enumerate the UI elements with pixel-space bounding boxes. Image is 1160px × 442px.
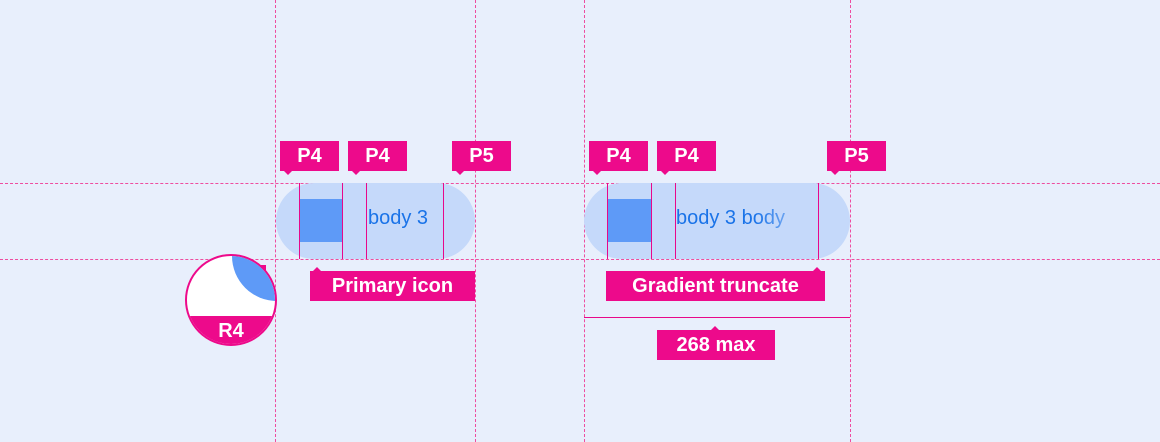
- radius-magnifier: R4: [185, 254, 277, 346]
- radius-label: R4: [187, 316, 275, 344]
- pointer: [313, 267, 321, 271]
- spec-line: [443, 183, 444, 259]
- guide-bottom: [0, 259, 1160, 260]
- pointer: [284, 171, 292, 175]
- guide-top: [0, 183, 1160, 184]
- padding-label: P4: [657, 141, 716, 171]
- chip-label: body 3: [368, 207, 429, 229]
- padding-label: P4: [589, 141, 648, 171]
- pointer: [352, 171, 360, 175]
- callout-gradient-truncate: Gradient truncate: [606, 271, 825, 301]
- guide-v: [850, 0, 851, 442]
- pointer: [593, 171, 601, 175]
- primary-icon: [299, 199, 342, 242]
- chip-label-truncated: body 3 body: [676, 207, 785, 229]
- width-label: 268 max: [657, 330, 775, 360]
- pointer: [661, 171, 669, 175]
- padding-label: P4: [280, 141, 339, 171]
- pointer: [813, 267, 821, 271]
- padding-label: P4: [348, 141, 407, 171]
- spec-line: [342, 183, 343, 259]
- pointer: [831, 171, 839, 175]
- primary-icon: [607, 199, 651, 242]
- width-measure-line: [584, 317, 850, 318]
- corner-radius-shape: [232, 256, 275, 301]
- callout-primary-icon: Primary icon: [310, 271, 475, 301]
- spec-line: [366, 183, 367, 259]
- spec-line: [299, 183, 300, 259]
- padding-label: P5: [827, 141, 886, 171]
- padding-label: P5: [452, 141, 511, 171]
- spec-line: [607, 183, 608, 259]
- guide-v: [475, 0, 476, 442]
- pointer: [456, 171, 464, 175]
- spec-line: [675, 183, 676, 259]
- spec-line: [651, 183, 652, 259]
- spec-line: [818, 183, 819, 259]
- guide-v: [275, 0, 276, 442]
- pointer: [711, 326, 719, 330]
